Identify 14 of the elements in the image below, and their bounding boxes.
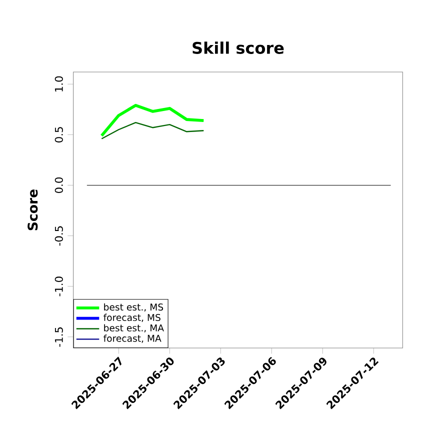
y-tick-label: -0.5 — [54, 226, 63, 246]
chart-title: Skill score — [192, 42, 284, 54]
y-tick-label: -1.0 — [54, 276, 63, 296]
legend-label: best est., MA — [104, 324, 164, 332]
legend-label: forecast, MA — [104, 334, 162, 343]
y-tick-label: 0.0 — [54, 177, 63, 193]
line-series — [101, 122, 204, 140]
legend-label: forecast, MS — [104, 314, 160, 322]
y-tick-label: -1.5 — [55, 327, 63, 347]
y-axis-title: Score — [28, 189, 38, 230]
line-series — [100, 104, 206, 138]
legend-label: best est., MS — [104, 303, 164, 312]
y-tick-label: 0.5 — [54, 127, 63, 142]
y-tick-label: 1.0 — [54, 76, 63, 92]
